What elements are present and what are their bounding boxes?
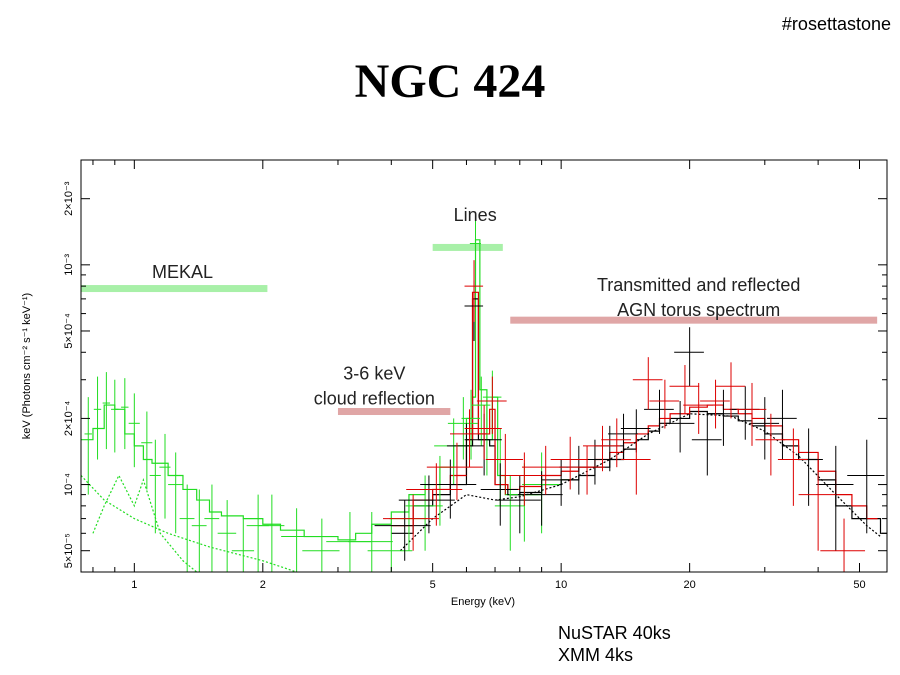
- y-tick-label-3: 5×10⁻⁴: [63, 313, 75, 349]
- plot-series: [80, 219, 887, 573]
- x-tick-label-0: 1: [131, 579, 137, 591]
- chart-title: NGC 424: [354, 55, 546, 108]
- x-tick-label-3: 10: [555, 579, 567, 591]
- y-tick-label-4: 10⁻³: [63, 254, 75, 276]
- x-axis-label: Energy (keV): [451, 596, 515, 608]
- axis-ticks: 1 2 5 10 20 50 5×10⁻⁵ 10⁻⁴ 2×10⁻⁴ 5×10⁻⁴ 10⁻³ 2×10⁻…: [63, 159, 887, 591]
- footnote-nustar: NuSTAR 40ks: [558, 623, 671, 643]
- annotation-band-2: [510, 316, 878, 324]
- annotation-label-2-0: Transmitted and reflected: [597, 275, 800, 295]
- annotation-label-2-1: AGN torus spectrum: [617, 300, 780, 320]
- annotation-label-3-0: 3-6 keV: [343, 364, 405, 384]
- series-1-step-line: [391, 298, 887, 534]
- annotation-band-3: [337, 408, 451, 416]
- series-3-dotted-line: [80, 475, 297, 573]
- y-tick-label-1: 10⁻⁴: [63, 473, 75, 496]
- series-5-dotted-line: [399, 413, 881, 552]
- y-tick-label-0: 5×10⁻⁵: [63, 533, 75, 568]
- y-tick-label-5: 2×10⁻³: [63, 181, 75, 216]
- plot-frame: [80, 159, 888, 573]
- annotation-label-3-1: cloud reflection: [314, 389, 435, 409]
- x-tick-label-4: 20: [684, 579, 696, 591]
- y-axis-label: keV (Photons cm⁻² s⁻¹ keV⁻¹): [21, 293, 33, 439]
- x-tick-label-2: 5: [430, 579, 436, 591]
- annotation-label-1-0: Lines: [454, 205, 497, 225]
- hashtag-label: #rosettastone: [781, 14, 891, 34]
- annotation-labels: MEKAL Lines Transmitted and reflected AGN t…: [152, 205, 800, 409]
- annotation-bands: [81, 243, 878, 416]
- annotation-band-1: [432, 243, 503, 251]
- annotation-label-0-0: MEKAL: [152, 262, 213, 282]
- series-2-step-line: [391, 291, 878, 527]
- footnote: NuSTAR 40ks XMM 4ks: [558, 622, 671, 666]
- annotation-band-0: [81, 285, 268, 293]
- x-tick-label-1: 2: [260, 579, 266, 591]
- y-tick-label-2: 2×10⁻⁴: [63, 400, 75, 436]
- series-8-errorbars: [383, 260, 866, 572]
- x-tick-label-5: 50: [853, 579, 865, 591]
- footnote-xmm: XMM 4ks: [558, 645, 634, 665]
